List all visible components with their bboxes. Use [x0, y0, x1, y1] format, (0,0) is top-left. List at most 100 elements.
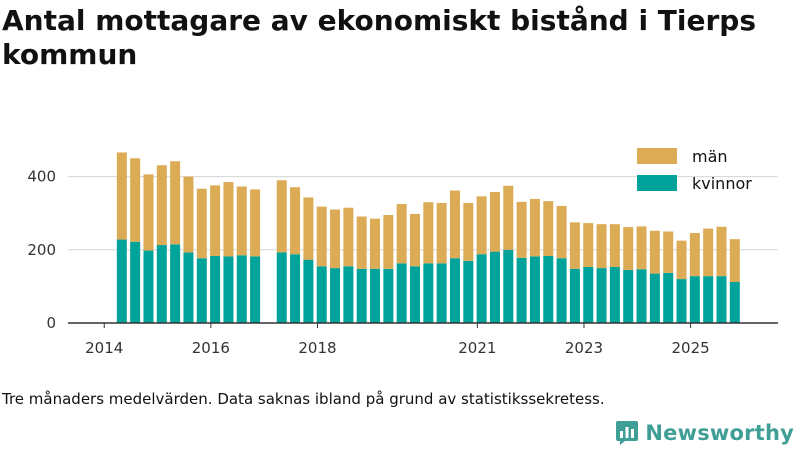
bar-kvinnor — [503, 249, 514, 323]
bar-man — [370, 218, 381, 269]
legend-swatch — [637, 148, 677, 164]
bar-kvinnor — [463, 260, 474, 323]
legend-label: män — [692, 147, 728, 166]
bar-kvinnor — [183, 252, 194, 323]
bar-man — [130, 158, 141, 242]
bar-kvinnor — [370, 268, 381, 323]
bar-kvinnor — [649, 273, 660, 323]
bar-man — [423, 202, 434, 264]
bar-kvinnor — [583, 267, 594, 323]
bar-man — [436, 202, 447, 264]
bar-kvinnor — [143, 250, 154, 323]
bar-man — [396, 204, 407, 264]
y-axis-ticks: 0 200 400 — [27, 168, 56, 332]
bar-kvinnor — [689, 276, 700, 323]
x-tick-label: 2025 — [671, 339, 709, 357]
x-tick-label: 2014 — [85, 339, 123, 357]
bar-kvinnor — [729, 282, 740, 323]
bar-kvinnor — [489, 251, 500, 323]
bar-man — [636, 226, 647, 270]
bar-man — [210, 185, 221, 257]
bar-man — [276, 180, 287, 253]
bar-kvinnor — [156, 245, 167, 323]
bar-man — [703, 228, 714, 277]
bar-kvinnor — [116, 239, 127, 323]
x-axis: 2014 2016 2018 2021 2023 2025 — [68, 322, 778, 357]
bar-kvinnor — [276, 252, 287, 323]
bar-man — [663, 231, 674, 273]
bar-kvinnor — [716, 276, 727, 323]
bar-man — [463, 202, 474, 261]
bar-kvinnor — [410, 266, 421, 323]
bar-man — [649, 230, 660, 274]
y-tick-label: 400 — [27, 168, 56, 186]
bar-man — [556, 205, 567, 259]
bar-man — [223, 182, 234, 257]
y-tick-label: 0 — [46, 314, 56, 332]
bar-kvinnor — [703, 276, 714, 323]
bar-kvinnor — [476, 254, 487, 323]
bar-man — [609, 224, 620, 268]
bar-man — [583, 223, 594, 268]
bar-kvinnor — [343, 266, 354, 323]
bar-kvinnor — [543, 256, 554, 323]
bar-kvinnor — [236, 255, 247, 323]
bar-kvinnor — [223, 256, 234, 323]
bar-man — [516, 201, 527, 258]
bar-man — [303, 197, 314, 260]
bar-man — [236, 186, 247, 256]
bar-man — [623, 227, 634, 270]
bar-man — [156, 165, 167, 246]
bar-kvinnor — [423, 263, 434, 323]
brand-name: Newsworthy — [645, 421, 794, 445]
bar-kvinnor — [569, 268, 580, 323]
bar-kvinnor — [636, 269, 647, 323]
bar-kvinnor — [663, 272, 674, 323]
bar-man — [489, 191, 500, 252]
bar-kvinnor — [529, 256, 540, 323]
bar-kvinnor — [170, 244, 181, 323]
bar-man — [356, 216, 367, 269]
legend: män kvinnor — [637, 147, 752, 193]
bar-man — [449, 190, 460, 259]
bar-man — [410, 213, 421, 267]
bar-man — [596, 224, 607, 269]
bar-kvinnor — [250, 256, 261, 323]
bars — [116, 152, 740, 323]
bar-kvinnor — [130, 241, 141, 323]
bar-man — [290, 187, 301, 255]
x-tick-label: 2023 — [565, 339, 603, 357]
bar-kvinnor — [383, 268, 394, 323]
bar-kvinnor — [676, 279, 687, 323]
stacked-bar-chart: 2014 2016 2018 2021 2023 2025 0 200 400 män kvin… — [27, 147, 778, 357]
bar-kvinnor — [303, 259, 314, 323]
brand[interactable]: Newsworthy — [615, 420, 794, 446]
bar-kvinnor — [396, 263, 407, 323]
bar-kvinnor — [556, 258, 567, 323]
bar-kvinnor — [196, 258, 207, 323]
y-tick-label: 200 — [27, 241, 56, 259]
bar-man — [316, 206, 327, 267]
bar-kvinnor — [210, 256, 221, 323]
bar-man — [116, 152, 127, 240]
bar-man — [250, 189, 261, 257]
bar-kvinnor — [623, 269, 634, 323]
bar-kvinnor — [436, 263, 447, 323]
bar-kvinnor — [290, 254, 301, 323]
bar-man — [170, 161, 181, 245]
legend-label: kvinnor — [692, 174, 752, 193]
bar-kvinnor — [449, 258, 460, 323]
chart-title: Antal mottagare av ekonomiskt bistånd i … — [2, 4, 757, 71]
bar-man — [716, 226, 727, 277]
bar-kvinnor — [516, 257, 527, 323]
bar-man — [330, 209, 341, 269]
bar-man — [343, 207, 354, 267]
bar-man — [543, 201, 554, 257]
bar-man — [476, 196, 487, 255]
bar-man — [529, 198, 540, 257]
bar-kvinnor — [356, 268, 367, 323]
bar-man — [183, 176, 194, 253]
newsworthy-logo-icon — [615, 420, 639, 446]
bar-man — [689, 232, 700, 277]
bar-man — [383, 215, 394, 269]
